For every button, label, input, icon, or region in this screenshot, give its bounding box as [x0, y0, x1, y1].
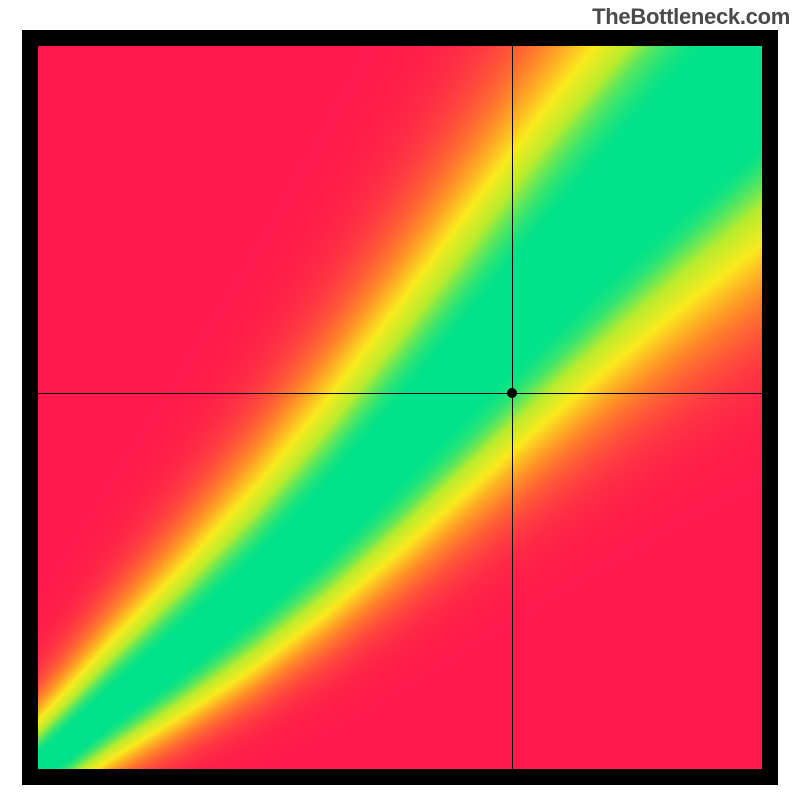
crosshair-horizontal	[38, 393, 762, 394]
page-root: TheBottleneck.com	[0, 0, 800, 800]
watermark-text: TheBottleneck.com	[592, 4, 790, 30]
crosshair-vertical	[512, 46, 513, 769]
plot-area	[22, 30, 778, 785]
crosshair-marker	[507, 388, 517, 398]
bottleneck-heatmap	[38, 46, 762, 769]
